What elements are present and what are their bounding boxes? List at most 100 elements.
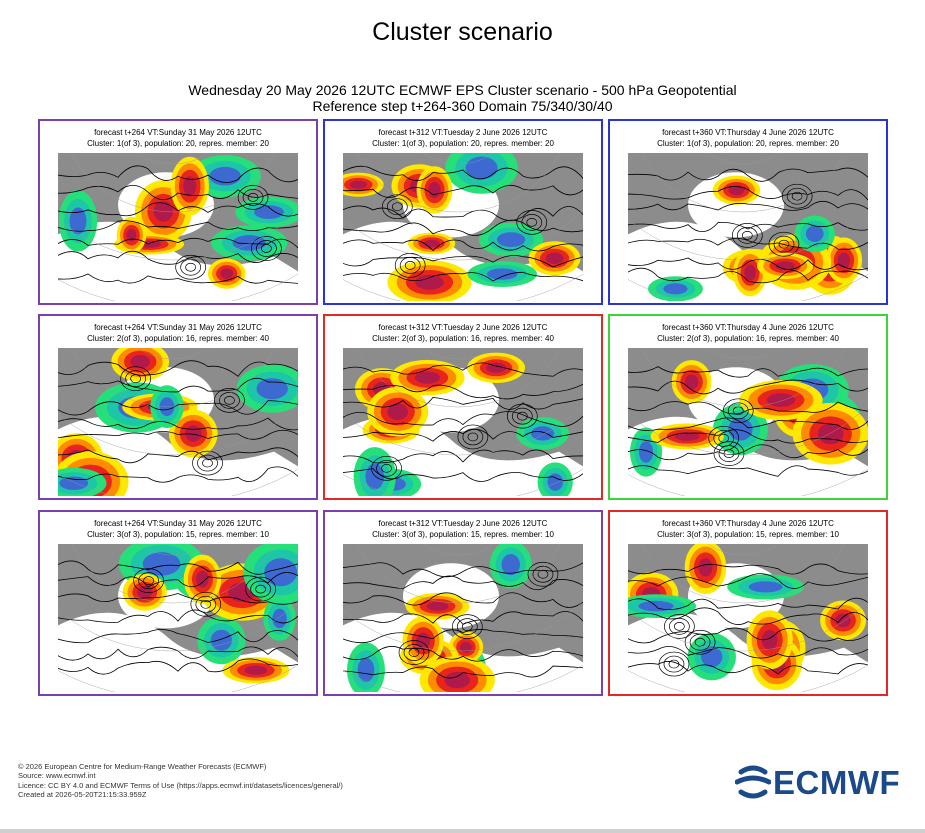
closed-contour	[664, 614, 695, 639]
geopotential-contour	[343, 592, 583, 608]
closed-contour	[371, 455, 402, 481]
negative-anomaly-shading	[805, 225, 824, 242]
negative-anomaly-shading	[701, 646, 723, 668]
closed-contour	[694, 637, 706, 647]
positive-anomaly-shading	[426, 601, 449, 611]
ecmwf-logo-text: ECMWF	[773, 764, 901, 801]
bottom-rule	[0, 829, 925, 833]
closed-contour	[778, 239, 790, 249]
positive-anomaly-shading	[545, 252, 564, 265]
graticule-line	[422, 544, 494, 556]
graticule-line	[422, 153, 494, 165]
graticule-line	[628, 209, 868, 261]
closed-contour	[527, 561, 559, 587]
map-plot	[58, 348, 298, 496]
geopotential-contour	[58, 466, 298, 483]
geopotential-contour	[343, 383, 583, 400]
positive-anomaly-shading	[428, 181, 441, 199]
geopotential-contour	[343, 629, 583, 644]
closed-contour	[532, 565, 554, 583]
panel-cluster-line: Cluster: 3(of 3), population: 15, repres…	[657, 530, 839, 539]
copyright-line: © 2026 European Centre for Medium-Range …	[18, 762, 267, 771]
anomaly-map	[58, 348, 298, 496]
licence-line: Licence: CC BY 4.0 and ECMWF Terms of Us…	[18, 780, 343, 790]
panel-forecast-line: forecast t+264 VT:Sunday 31 May 2026 12U…	[94, 519, 262, 528]
geopotential-contour	[628, 465, 868, 477]
closed-contour	[718, 433, 730, 443]
map-plot	[628, 153, 868, 301]
anomaly-map	[628, 153, 868, 301]
geopotential-contour	[58, 417, 298, 431]
closed-contour	[251, 236, 282, 261]
closed-contour	[125, 370, 146, 388]
graticule-line	[58, 209, 298, 261]
negative-anomaly-shading	[357, 657, 375, 683]
panel-cluster-line: Cluster: 2(of 3), population: 16, repres…	[372, 334, 554, 343]
closed-contour	[727, 402, 749, 420]
closed-contour	[247, 193, 259, 202]
geopotential-contour	[343, 165, 583, 181]
geopotential-contour	[628, 627, 868, 644]
geopotential-contour	[58, 400, 298, 416]
positive-anomaly-shading	[423, 239, 440, 248]
closed-contour	[120, 366, 151, 392]
closed-contour	[200, 599, 212, 609]
closed-contour	[451, 614, 483, 639]
graticule-line	[343, 209, 583, 261]
closed-contour	[214, 387, 245, 413]
cluster-panel: forecast t+264 VT:Sunday 31 May 2026 12U…	[38, 314, 318, 500]
positive-anomaly-shading	[387, 403, 409, 421]
panel-cluster-line: Cluster: 2(of 3), population: 16, repres…	[657, 334, 839, 343]
panel-forecast-line: forecast t+264 VT:Sunday 31 May 2026 12U…	[94, 128, 262, 137]
closed-contour	[175, 254, 206, 280]
positive-anomaly-shading	[837, 252, 851, 269]
positive-anomaly-shading	[486, 362, 506, 373]
graticule-line	[58, 404, 298, 456]
closed-contour	[684, 629, 716, 655]
geopotential-contour	[628, 167, 868, 182]
panel-cluster-line: Cluster: 1(of 3), population: 20, repres…	[87, 139, 269, 148]
map-plot	[343, 544, 583, 692]
closed-contour	[722, 398, 754, 424]
closed-contour	[516, 209, 548, 235]
geopotential-contour	[343, 428, 583, 442]
closed-contour	[658, 651, 690, 677]
closed-contour	[394, 253, 426, 278]
panel-forecast-line: forecast t+360 VT:Thursday 4 June 2026 1…	[662, 128, 834, 137]
closed-contour	[403, 644, 425, 661]
positive-anomaly-shading	[728, 185, 745, 196]
graticule-line	[137, 544, 209, 556]
closed-contour	[669, 618, 690, 635]
map-plot	[628, 544, 868, 692]
map-plot	[58, 153, 298, 301]
anomaly-map	[628, 544, 868, 692]
geopotential-contour	[628, 257, 868, 271]
closed-contour	[768, 231, 800, 257]
graticule-line	[641, 348, 845, 408]
graticule-line	[137, 153, 209, 165]
closed-contour	[391, 202, 403, 212]
positive-anomaly-shading	[744, 264, 756, 281]
positive-anomaly-shading	[460, 641, 472, 653]
geopotential-contour	[343, 255, 583, 268]
ecmwf-logo-icon	[735, 765, 771, 799]
positive-anomaly-shading	[153, 200, 174, 222]
map-plot	[58, 544, 298, 692]
map-plot	[343, 348, 583, 496]
geopotential-contour	[58, 377, 298, 393]
closed-contour	[408, 648, 420, 657]
geopotential-contour	[58, 250, 298, 265]
closed-contour	[668, 659, 680, 669]
negative-anomaly-shading	[210, 629, 232, 651]
positive-anomaly-shading	[415, 274, 444, 290]
negative-anomaly-shading	[486, 268, 518, 280]
cluster-panel: forecast t+312 VT:Tuesday 2 June 2026 12…	[323, 510, 603, 696]
anomaly-map	[58, 153, 298, 301]
closed-contour	[456, 618, 478, 635]
closed-contour	[133, 568, 164, 594]
closed-contour	[521, 213, 543, 231]
closed-contour	[197, 454, 218, 472]
panel-forecast-line: forecast t+312 VT:Tuesday 2 June 2026 12…	[378, 323, 548, 332]
closed-contour	[462, 428, 484, 446]
negative-anomaly-shading	[501, 554, 520, 576]
